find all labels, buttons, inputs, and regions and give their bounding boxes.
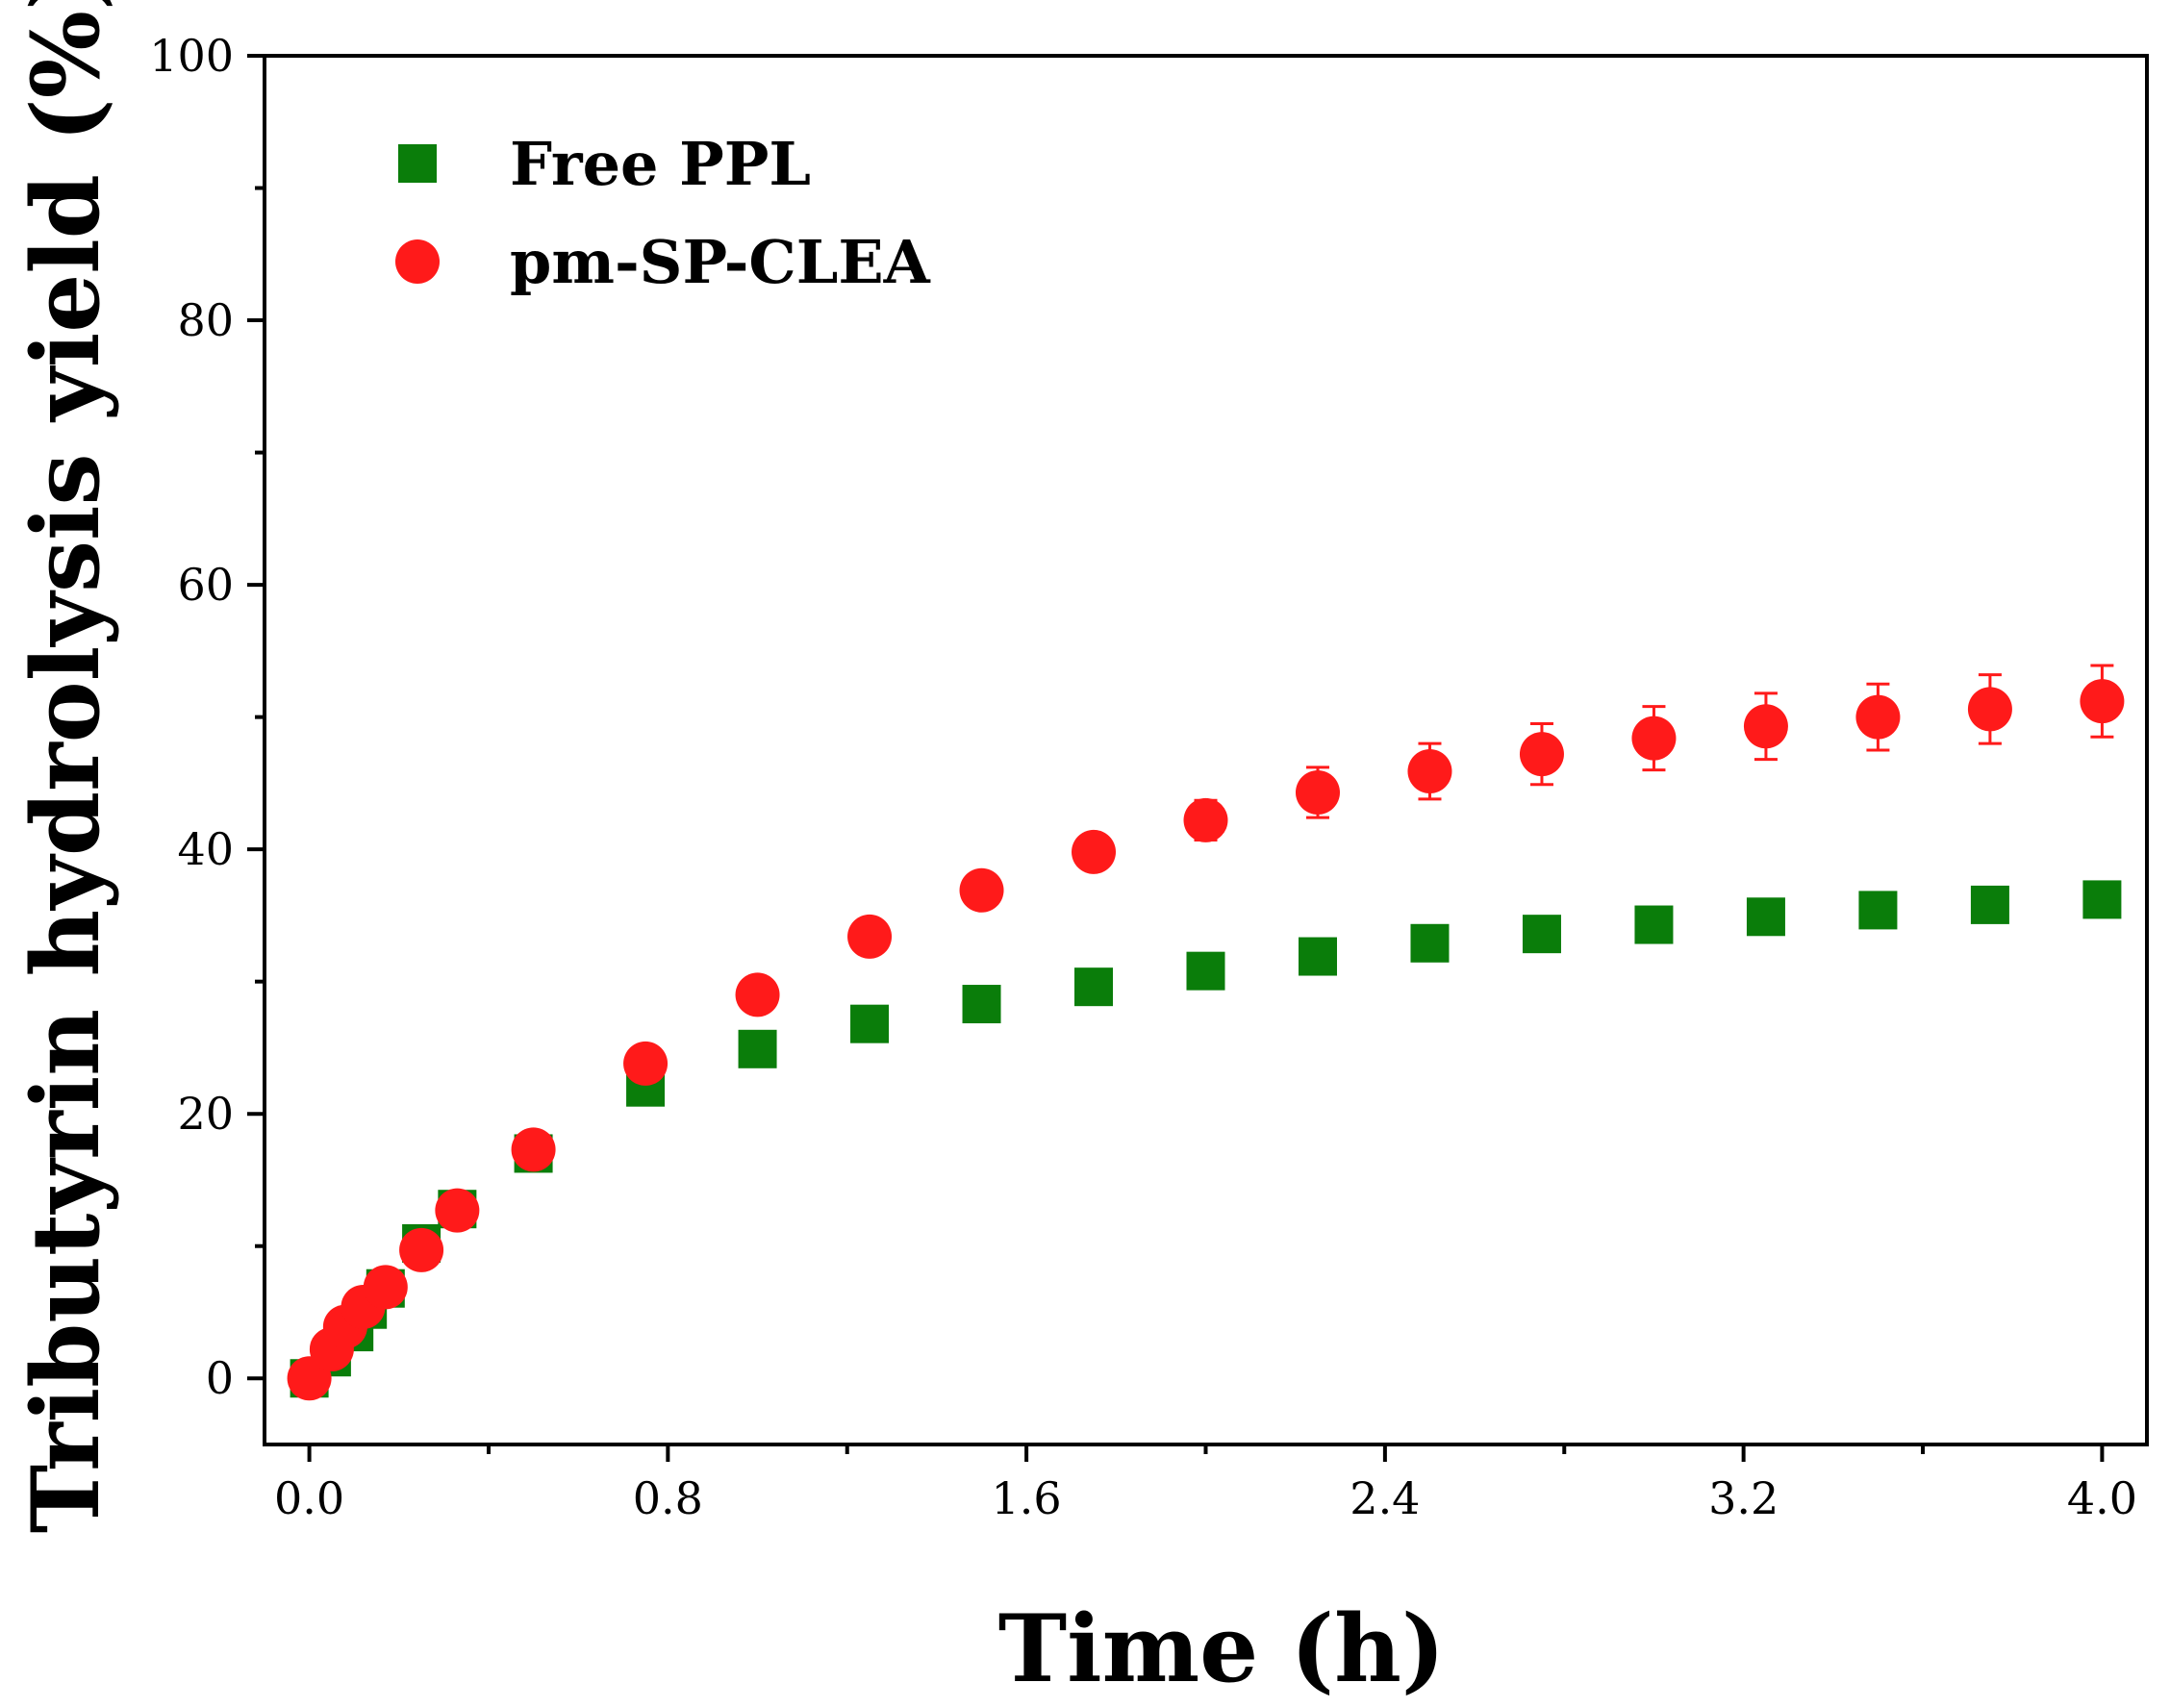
y-tick-label: 0 [206,1352,234,1404]
data-point [1970,885,2009,924]
data-point [962,985,1001,1024]
x-tick-label: 4.0 [2067,1472,2137,1524]
x-tick-label: 2.4 [1350,1472,1420,1524]
data-point [1634,905,1674,944]
data-point [1295,770,1340,816]
data-point [1519,732,1564,777]
data-point [1967,687,2012,732]
series-free-ppl [290,880,2122,1398]
data-point [363,1265,408,1310]
data-point [1410,923,1450,963]
data-point [959,867,1004,913]
data-point [399,1227,444,1272]
data-marks [287,664,2125,1401]
data-point [1186,951,1225,991]
y-axis-title: Tributyrin hydrolysis yield (%) [12,0,120,1533]
y-tick-label: 40 [177,823,234,875]
data-point [1407,749,1452,794]
data-point [1746,897,1785,937]
data-point [435,1188,480,1233]
data-point [735,972,780,1017]
x-tick-label: 3.2 [1708,1472,1779,1524]
data-point [738,1029,777,1068]
legend-label: pm-SP-CLEA [510,227,931,297]
data-point [1072,829,1117,874]
y-tick-label: 20 [177,1088,234,1140]
legend-marker-square [398,144,437,183]
data-point [2082,880,2122,919]
data-point [623,1041,669,1086]
x-tick-label: 0.0 [274,1472,344,1524]
legend: Free PPL pm-SP-CLEA [395,129,931,297]
data-point [1522,915,1561,954]
legend-label: Free PPL [510,129,811,199]
data-point [1298,937,1337,976]
data-point [1855,694,1901,740]
y-tick-label: 60 [177,559,234,611]
x-tick-label: 0.8 [633,1472,703,1524]
data-point [511,1127,556,1172]
data-point [2080,679,2125,724]
legend-marker-circle [395,239,440,284]
y-tick-label: 100 [149,30,234,82]
data-point [1183,797,1228,842]
x-tick-label: 1.6 [992,1472,1062,1524]
axis-ticks: 0.0 0.8 1.6 2.4 3.2 4.0 0 20 40 60 80 100 [149,30,2137,1524]
x-axis-title: Time (h) [998,1595,1446,1703]
data-point [1631,716,1677,761]
series-pm-sp-clea [287,664,2125,1401]
data-point [847,914,893,959]
data-point [1858,891,1898,930]
y-tick-label: 80 [177,294,234,346]
data-point [850,1004,890,1043]
data-point [1743,704,1788,749]
data-point [1074,967,1114,1007]
